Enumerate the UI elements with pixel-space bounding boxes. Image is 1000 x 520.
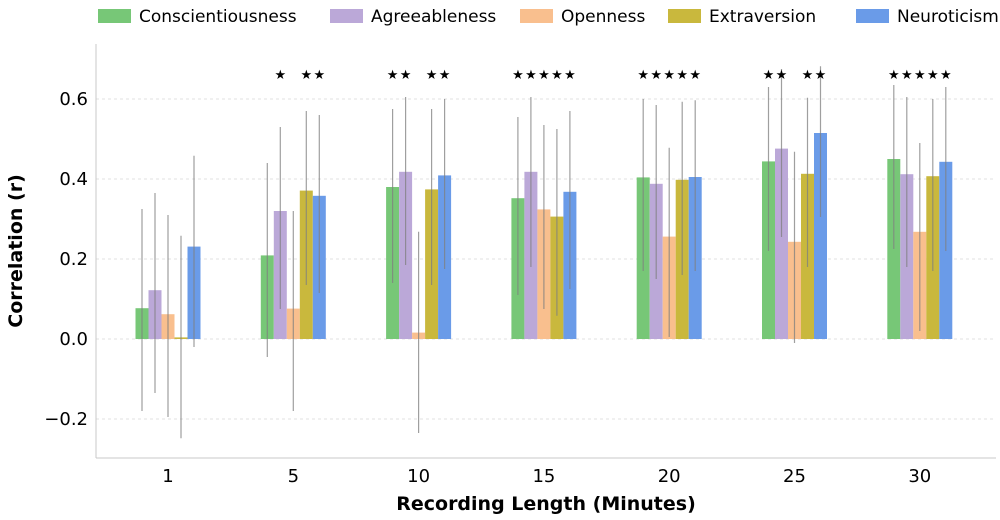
significance-star: ★ xyxy=(888,68,900,83)
significance-star: ★ xyxy=(525,68,537,83)
significance-star: ★ xyxy=(663,68,675,83)
x-tick-label: 15 xyxy=(532,466,555,487)
y-tick-labels: −0.2 0.0 0.2 0.4 0.6 xyxy=(44,89,88,430)
legend-label: Neuroticism xyxy=(897,7,999,27)
x-tick-label: 25 xyxy=(783,466,806,487)
significance-star: ★ xyxy=(538,68,550,83)
x-tick-label: 30 xyxy=(908,466,931,487)
significance-star: ★ xyxy=(676,68,688,83)
y-tick-label: 0.2 xyxy=(59,249,88,270)
significance-star: ★ xyxy=(400,68,412,83)
legend-label: Agreeableness xyxy=(371,7,496,27)
significance-star: ★ xyxy=(815,68,827,83)
y-tick-label: 0.6 xyxy=(59,89,88,110)
significance-star: ★ xyxy=(940,68,952,83)
significance-star: ★ xyxy=(300,68,312,83)
significance-star: ★ xyxy=(650,68,662,83)
x-tick-label: 10 xyxy=(407,466,430,487)
significance-star: ★ xyxy=(901,68,913,83)
significance-star: ★ xyxy=(802,68,814,83)
y-tick-label: −0.2 xyxy=(44,409,88,430)
x-tick-label: 5 xyxy=(288,466,299,487)
legend-swatch xyxy=(520,9,553,23)
legend-swatch xyxy=(330,9,363,23)
significance-star: ★ xyxy=(512,68,524,83)
significance-star: ★ xyxy=(637,68,649,83)
significance-star: ★ xyxy=(564,68,576,83)
significance-star: ★ xyxy=(776,68,788,83)
bar xyxy=(775,148,788,339)
significance-star: ★ xyxy=(914,68,926,83)
legend-label: Extraversion xyxy=(709,7,816,27)
y-tick-label: 0.0 xyxy=(59,329,88,350)
bar xyxy=(814,133,827,339)
significance-star: ★ xyxy=(763,68,775,83)
error-bars xyxy=(141,66,947,439)
significance-star: ★ xyxy=(274,68,286,83)
x-tick-label: 20 xyxy=(658,466,681,487)
y-tick-label: 0.4 xyxy=(59,169,88,190)
significance-star: ★ xyxy=(439,68,451,83)
x-tick-labels: 1 5 10 15 20 25 30 xyxy=(162,466,931,487)
significance-star: ★ xyxy=(313,68,325,83)
legend-swatch xyxy=(668,9,701,23)
significance-star: ★ xyxy=(426,68,438,83)
significance-star: ★ xyxy=(551,68,563,83)
x-tick-label: 1 xyxy=(162,466,173,487)
significance-star: ★ xyxy=(387,68,399,83)
significance-markers: ★ ★ ★ ★ ★★ ★ ★ ★ ★ ★★ ★ ★★ ★ ★ ★ ★ ★★ ★ ★ ★ ★ ★ xyxy=(274,68,951,83)
axes xyxy=(95,44,996,459)
significance-star: ★ xyxy=(689,68,701,83)
x-axis-title: Recording Length (Minutes) xyxy=(396,493,696,515)
legend: Conscientiousness Agreeableness Openness Ex… xyxy=(98,7,999,27)
legend-swatch xyxy=(856,9,889,23)
legend-swatch xyxy=(98,9,131,23)
legend-label: Openness xyxy=(561,7,645,27)
legend-label: Conscientiousness xyxy=(139,7,297,27)
y-axis-title: Correlation (r) xyxy=(5,174,27,327)
significance-star: ★ xyxy=(927,68,939,83)
